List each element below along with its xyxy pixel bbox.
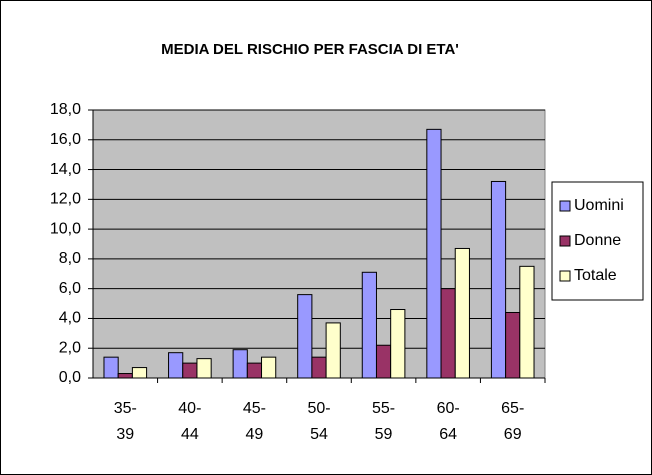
legend-label: Donne <box>574 232 621 249</box>
bar <box>261 356 277 379</box>
bar <box>117 373 133 379</box>
x-tick-label: 40-44 <box>178 400 202 443</box>
legend-swatch <box>559 270 571 282</box>
x-tick-label: 60-64 <box>436 400 460 443</box>
legend-swatch <box>559 235 571 247</box>
y-tick-label: 8,0 <box>59 250 81 267</box>
bar <box>196 358 212 379</box>
bar <box>168 352 184 379</box>
bar <box>505 311 521 379</box>
chart-title: MEDIA DEL RISCHIO PER FASCIA DI ETA' <box>161 41 459 58</box>
legend-label: Uomini <box>574 197 624 214</box>
y-tick-label: 6,0 <box>59 280 81 297</box>
plot-area <box>92 109 546 379</box>
bar <box>297 294 313 379</box>
x-tick-label: 45-49 <box>242 400 266 443</box>
y-tick-label: 2,0 <box>59 339 81 356</box>
bar <box>519 265 535 379</box>
bar <box>325 322 341 379</box>
bar <box>454 247 470 379</box>
x-tick-label: 65-69 <box>501 400 525 443</box>
y-tick-label: 12,0 <box>50 191 81 208</box>
bar <box>361 271 377 379</box>
bar <box>103 356 119 379</box>
bar <box>490 180 507 379</box>
x-tick-label: 35-39 <box>113 400 137 443</box>
legend-label: Totale <box>574 267 617 284</box>
bar <box>311 356 327 379</box>
bar <box>246 362 263 379</box>
y-tick-label: 10,0 <box>50 220 81 237</box>
x-tick-label: 50-54 <box>307 400 331 443</box>
y-tick-label: 0,0 <box>59 369 81 386</box>
x-tick-label: 55-59 <box>372 400 396 443</box>
y-tick-label: 4,0 <box>59 310 81 327</box>
bar <box>390 309 406 379</box>
bar <box>375 344 392 379</box>
bar <box>440 288 456 379</box>
bar <box>426 128 442 379</box>
legend-swatch <box>559 200 571 212</box>
y-tick-label: 16,0 <box>50 131 81 148</box>
y-tick-label: 14,0 <box>50 161 81 178</box>
bar <box>131 367 148 379</box>
y-tick-label: 18,0 <box>50 101 81 118</box>
bar <box>232 349 248 379</box>
bar <box>182 362 198 379</box>
